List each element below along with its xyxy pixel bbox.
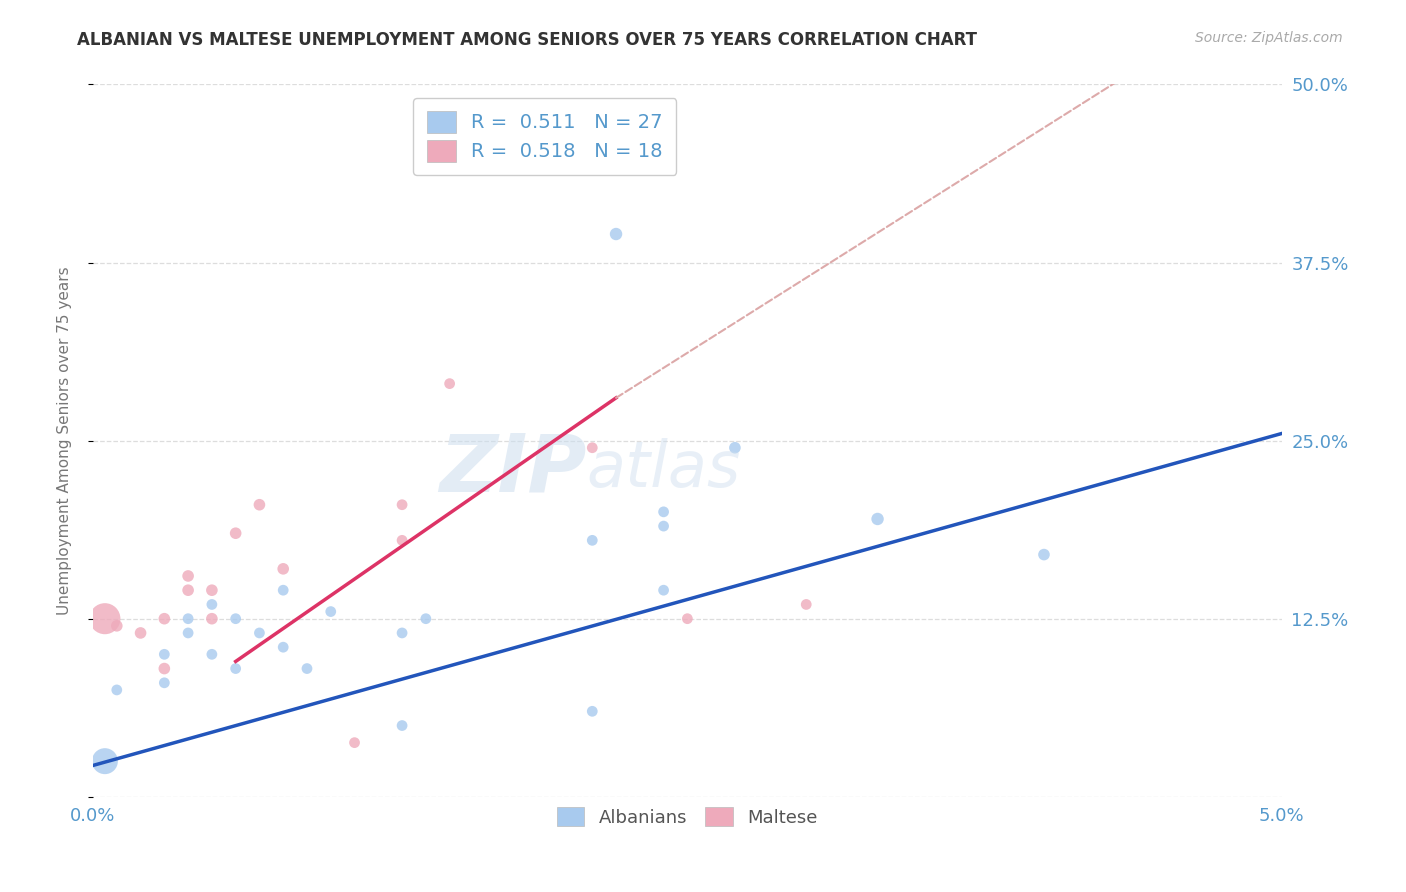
Point xyxy=(652,519,675,533)
Point xyxy=(201,648,224,662)
Point xyxy=(391,498,413,512)
Point xyxy=(415,612,437,626)
Point xyxy=(105,682,128,697)
Text: ZIP: ZIP xyxy=(439,430,586,508)
Point xyxy=(319,605,342,619)
Point xyxy=(581,533,603,548)
Point xyxy=(201,612,224,626)
Point xyxy=(391,533,413,548)
Point xyxy=(177,569,200,583)
Point xyxy=(295,662,318,676)
Point xyxy=(129,626,152,640)
Point xyxy=(581,441,603,455)
Point xyxy=(153,648,176,662)
Point xyxy=(391,626,413,640)
Point xyxy=(94,612,117,626)
Point xyxy=(201,598,224,612)
Point xyxy=(676,612,699,626)
Point xyxy=(177,583,200,598)
Point xyxy=(652,505,675,519)
Text: atlas: atlas xyxy=(586,438,741,500)
Point xyxy=(153,612,176,626)
Point xyxy=(177,626,200,640)
Point xyxy=(201,583,224,598)
Point xyxy=(343,736,366,750)
Point xyxy=(581,704,603,718)
Point xyxy=(605,227,627,241)
Point xyxy=(153,662,176,676)
Point xyxy=(225,612,247,626)
Point xyxy=(225,526,247,541)
Point xyxy=(271,640,294,655)
Y-axis label: Unemployment Among Seniors over 75 years: Unemployment Among Seniors over 75 years xyxy=(58,267,72,615)
Point xyxy=(724,441,747,455)
Point xyxy=(94,754,117,768)
Point xyxy=(439,376,461,391)
Point xyxy=(652,583,675,598)
Point xyxy=(794,598,817,612)
Point xyxy=(391,718,413,732)
Point xyxy=(271,583,294,598)
Point xyxy=(249,626,271,640)
Legend: Albanians, Maltese: Albanians, Maltese xyxy=(550,800,824,834)
Point xyxy=(105,619,128,633)
Point xyxy=(1033,548,1056,562)
Point xyxy=(177,612,200,626)
Point xyxy=(153,675,176,690)
Point xyxy=(271,562,294,576)
Point xyxy=(866,512,889,526)
Text: ALBANIAN VS MALTESE UNEMPLOYMENT AMONG SENIORS OVER 75 YEARS CORRELATION CHART: ALBANIAN VS MALTESE UNEMPLOYMENT AMONG S… xyxy=(77,31,977,49)
Text: Source: ZipAtlas.com: Source: ZipAtlas.com xyxy=(1195,31,1343,45)
Point xyxy=(225,662,247,676)
Point xyxy=(249,498,271,512)
